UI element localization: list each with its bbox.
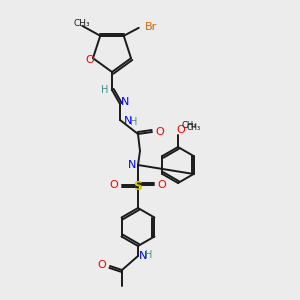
Text: O: O xyxy=(158,180,166,190)
Text: O: O xyxy=(156,127,164,137)
Text: N: N xyxy=(121,97,129,107)
Text: H: H xyxy=(145,250,153,260)
Text: O: O xyxy=(110,180,118,190)
Text: CH₃: CH₃ xyxy=(187,124,201,133)
Text: O: O xyxy=(98,260,106,270)
Text: O: O xyxy=(177,125,185,135)
Text: H: H xyxy=(130,117,138,127)
Text: Br: Br xyxy=(145,22,157,32)
Text: N: N xyxy=(124,116,132,126)
Text: O: O xyxy=(85,55,94,65)
Text: CH₃: CH₃ xyxy=(181,122,197,130)
Text: CH₃: CH₃ xyxy=(74,19,91,28)
Text: H: H xyxy=(101,85,109,95)
Text: N: N xyxy=(128,160,136,170)
Text: N: N xyxy=(139,251,147,261)
Text: S: S xyxy=(134,179,142,193)
